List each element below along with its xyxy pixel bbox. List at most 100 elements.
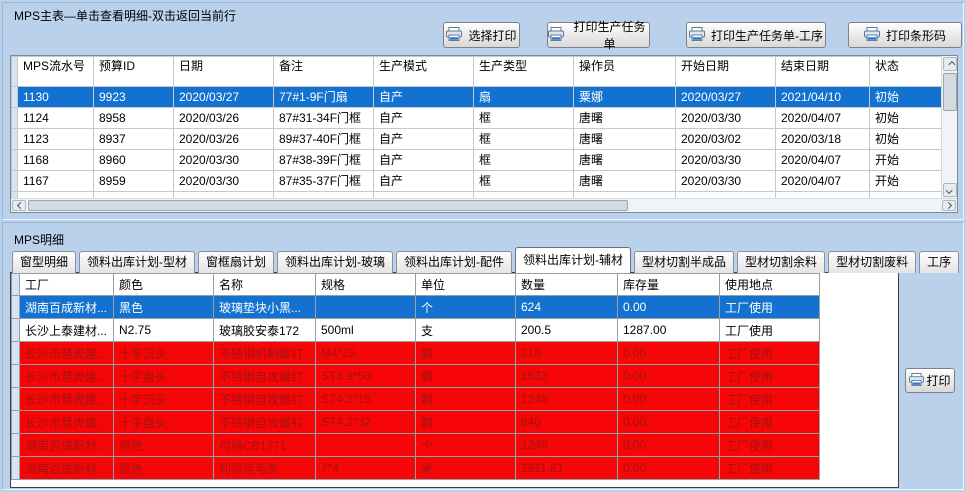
- table-cell: 0.00: [617, 387, 720, 411]
- table-cell: 77#1-9F门扇: [273, 86, 374, 108]
- table-row[interactable]: 长沙市慧虎建... 十字盘头 不锈钢自攻螺钉 ST4.2*32 颗 840 0.00 工厂使用: [11, 410, 820, 434]
- table-cell: 不锈钢机制螺钉: [213, 341, 316, 365]
- tab-3[interactable]: 领料出库计划-玻璃: [277, 251, 394, 273]
- column-header[interactable]: 生产模式: [373, 56, 474, 87]
- column-header[interactable]: 备注: [273, 56, 374, 87]
- scroll-right-button[interactable]: [942, 200, 956, 211]
- table-row[interactable]: 湖南百成新材... 黑色 玻璃垫块小黑... 个 624 0.00 工厂使用: [11, 295, 820, 319]
- detail-print-label: 打印: [926, 374, 951, 388]
- table-row[interactable]: 1167 8959 2020/03/30 87#35-37F门框 自产框唐曙 2020/0…: [11, 170, 941, 192]
- table-cell: [315, 433, 416, 457]
- table-cell: M4*25: [315, 341, 416, 365]
- table-row[interactable]: 1124 8958 2020/03/26 87#31-34F门框 自产框唐曙 2020/0…: [11, 107, 941, 129]
- table-cell: 2020/03/27: [675, 86, 776, 108]
- table-cell: 利得佳毛条: [213, 456, 316, 480]
- vertical-scroll-thumb[interactable]: [943, 73, 957, 111]
- table-cell: 2020/03/18: [775, 128, 870, 150]
- table-row[interactable]: 1130 9923 2020/03/27 77#1-9F门扇 自产扇粟娜 2020/03/…: [11, 86, 941, 108]
- tab-5[interactable]: 领料出库计划-辅材: [515, 247, 632, 273]
- column-header[interactable]: 数量: [515, 273, 618, 296]
- table-cell: 付档CB1771: [213, 433, 316, 457]
- column-header[interactable]: 工厂: [19, 273, 114, 296]
- column-header[interactable]: 状态: [869, 56, 941, 87]
- column-header[interactable]: 规格: [315, 273, 416, 296]
- printer-icon: [548, 26, 564, 44]
- row-indicator: [11, 387, 20, 411]
- column-header[interactable]: 预算ID: [93, 56, 174, 87]
- detail-print-button[interactable]: 打印: [905, 368, 955, 393]
- row-indicator: [11, 364, 20, 388]
- table-cell: 89#37-40F门框: [273, 128, 374, 150]
- table-cell: 长沙市慧虎建...: [19, 387, 114, 411]
- table-cell: 1248: [515, 433, 618, 457]
- table-cell: 初始: [869, 107, 941, 129]
- print-task-button[interactable]: 打印生产任务单: [547, 20, 650, 51]
- table-cell: 8959: [93, 170, 174, 192]
- table-cell: ST4.2*32: [315, 410, 416, 434]
- table-cell: 开始: [869, 170, 941, 192]
- table-cell: 2020/03/27: [173, 86, 274, 108]
- table-cell: 不锈钢自攻螺钉: [213, 410, 316, 434]
- table-row[interactable]: 湖南百成新材... 原色 利得佳毛条 7*4 米 2911.81 0.00 工厂使用: [11, 456, 820, 480]
- table-row[interactable]: 长沙市慧虎建... 十字沉头 不锈钢自攻螺钉 ST4.2*16 颗 1248 0.00 工厂使…: [11, 387, 820, 411]
- tab-1[interactable]: 领料出库计划-型材: [79, 251, 196, 273]
- table-cell: 长沙上泰建材...: [19, 318, 114, 342]
- scroll-up-button[interactable]: [943, 57, 957, 71]
- column-header[interactable]: MPS流水号: [17, 56, 94, 87]
- column-header[interactable]: 日期: [173, 56, 274, 87]
- column-header[interactable]: 库存量: [617, 273, 720, 296]
- table-cell: 自产: [373, 107, 474, 129]
- tab-2[interactable]: 窗框扇计划: [198, 251, 275, 273]
- table-cell: 1123: [17, 128, 94, 150]
- table-cell: 1167: [17, 170, 94, 192]
- select-print-label: 选择打印: [468, 28, 517, 43]
- tab-7[interactable]: 型材切割余料: [737, 251, 826, 273]
- table-cell: 8937: [93, 128, 174, 150]
- chevron-down-icon: [945, 186, 953, 194]
- table-cell: 不锈钢自攻螺钉: [213, 364, 316, 388]
- column-header[interactable]: 生产类型: [473, 56, 574, 87]
- table-cell: ST3.9*50: [315, 364, 416, 388]
- column-header[interactable]: 单位: [415, 273, 516, 296]
- tab-9[interactable]: 工序: [919, 251, 960, 273]
- table-cell: 原色: [113, 456, 214, 480]
- scroll-left-button[interactable]: [12, 200, 26, 211]
- table-cell: 十字沉头: [113, 341, 214, 365]
- table-row[interactable]: 湖南百成新材... 原色 付档CB1771 个 1248 0.00 工厂使用: [11, 433, 820, 457]
- table-row[interactable]: 长沙市慧虎建... 十字沉头 不锈钢机制螺钉 M4*25 颗 216 0.00 工厂使用: [11, 341, 820, 365]
- table-cell: 湖南百成新材...: [19, 433, 114, 457]
- table-cell: 工厂使用: [719, 433, 820, 457]
- table-cell: 1248: [515, 387, 618, 411]
- table-row[interactable]: 长沙上泰建材... N2.75 玻璃胶安泰172 500ml 支 200.5 1287.00…: [11, 318, 820, 342]
- master-section-panel: [2, 2, 964, 220]
- table-cell: 2020/04/07: [775, 107, 870, 129]
- table-cell: [315, 295, 416, 319]
- column-header[interactable]: 使用地点: [719, 273, 820, 296]
- table-row[interactable]: 长沙市慧虎建... 十字盘头 不锈钢自攻螺钉 ST3.9*50 颗 1632 0.00 工厂使…: [11, 364, 820, 388]
- scroll-down-button[interactable]: [943, 183, 957, 197]
- table-cell: 2020/03/30: [173, 149, 274, 171]
- table-cell: 87#35-37F门框: [273, 170, 374, 192]
- column-header[interactable]: 开始日期: [675, 56, 776, 87]
- column-header[interactable]: 结束日期: [775, 56, 870, 87]
- print-task-process-button[interactable]: 打印生产任务单-工序: [686, 22, 826, 48]
- print-barcode-button[interactable]: 打印条形码: [848, 22, 962, 48]
- tab-4[interactable]: 领料出库计划-配件: [396, 251, 513, 273]
- table-cell: 2020/03/30: [675, 170, 776, 192]
- master-title: MPS主表—单击查看明细-双击返回当前行: [14, 9, 237, 23]
- column-header[interactable]: 颜色: [113, 273, 214, 296]
- chevron-left-icon: [16, 201, 24, 210]
- tab-6[interactable]: 型材切割半成品: [634, 251, 735, 273]
- column-header[interactable]: 名称: [213, 273, 316, 296]
- tab-0[interactable]: 窗型明细: [12, 251, 77, 273]
- column-header[interactable]: 操作员: [573, 56, 676, 87]
- table-cell: 不锈钢自攻螺钉: [213, 387, 316, 411]
- chevron-right-icon: [944, 201, 952, 210]
- tab-8[interactable]: 型材切割废料: [828, 251, 917, 273]
- table-row[interactable]: 1123 8937 2020/03/26 89#37-40F门框 自产框唐曙 2020/0…: [11, 128, 941, 150]
- select-print-button[interactable]: 选择打印: [443, 22, 520, 48]
- printer-icon: [909, 372, 925, 389]
- horizontal-scroll-thumb[interactable]: [28, 200, 628, 211]
- table-cell: 玻璃胶安泰172: [213, 318, 316, 342]
- table-row[interactable]: 1168 8960 2020/03/30 87#38-39F门框 自产框唐曙 2020/0…: [11, 149, 941, 171]
